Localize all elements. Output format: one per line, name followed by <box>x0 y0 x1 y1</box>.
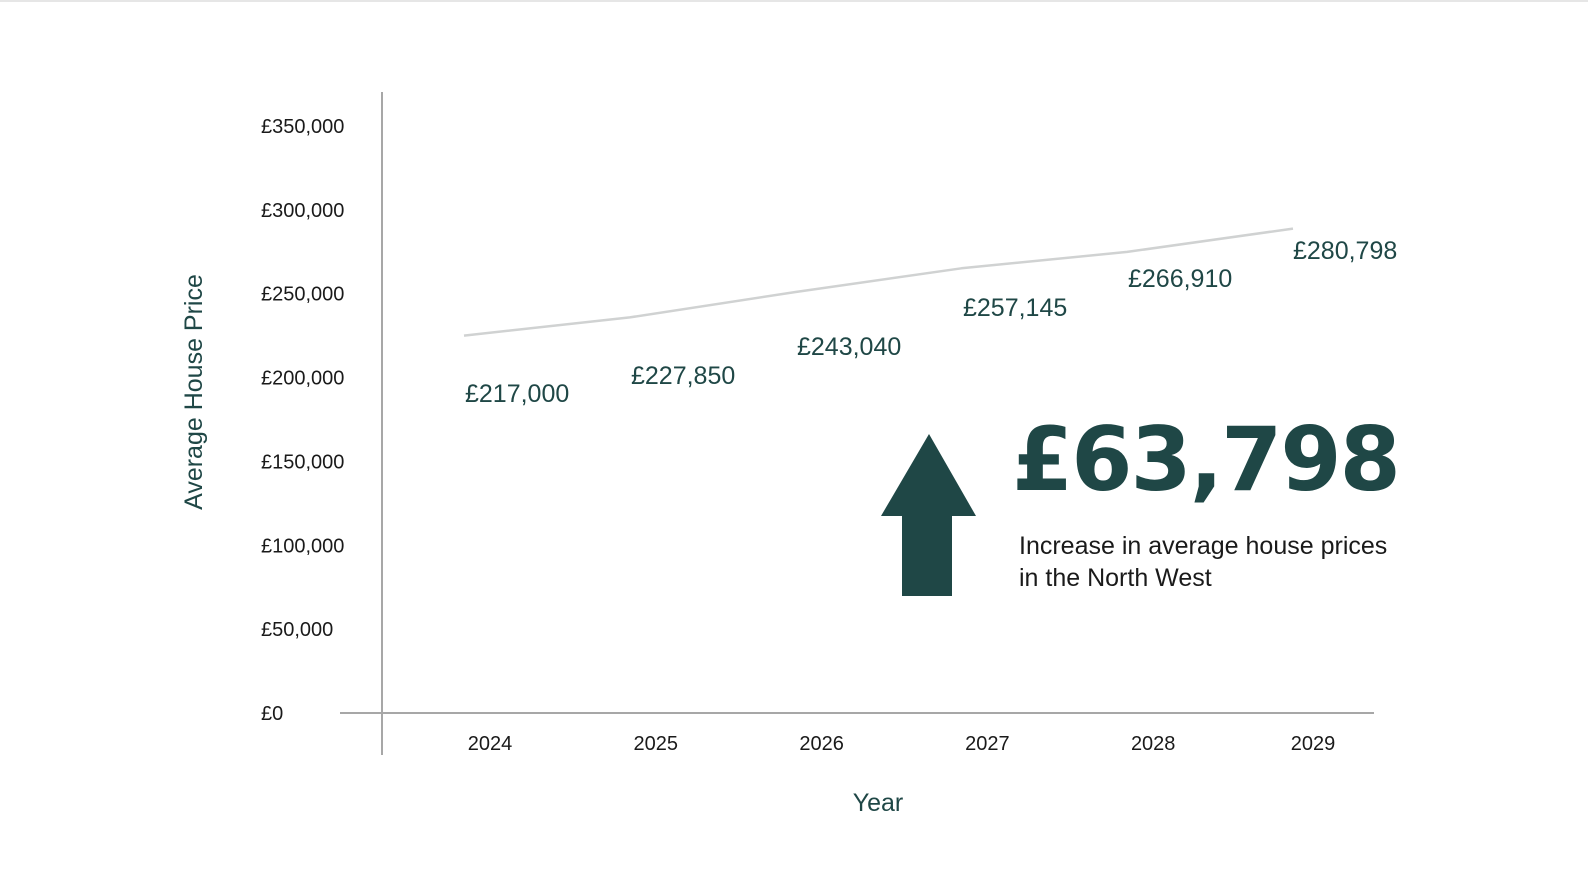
y-tick-label: £100,000 <box>261 535 344 557</box>
price-increase-description: Increase in average house prices in the … <box>1019 532 1388 592</box>
x-axis-title: Year <box>853 789 904 817</box>
data-label: £227,850 <box>631 362 735 390</box>
price-increase-value: £63,798 <box>1012 408 1401 511</box>
data-label: £266,910 <box>1128 265 1232 293</box>
y-tick-label: £150,000 <box>261 451 344 473</box>
x-axis-ticks: 2024 2025 2026 2027 2028 2029 <box>468 733 1336 755</box>
x-tick-label: 2029 <box>1291 733 1336 755</box>
data-label: £257,145 <box>963 294 1067 322</box>
y-tick-label: £200,000 <box>261 368 344 390</box>
x-tick-label: 2026 <box>799 733 844 755</box>
top-rule <box>0 0 1588 2</box>
x-tick-label: 2024 <box>468 733 513 755</box>
y-tick-label: £300,000 <box>261 200 344 222</box>
x-tick-label: 2027 <box>965 733 1010 755</box>
y-axis-title: Average House Price <box>180 274 208 510</box>
up-arrow-icon <box>881 434 976 596</box>
series-line <box>463 227 1294 337</box>
y-tick-label: £250,000 <box>261 284 344 306</box>
data-label: £243,040 <box>797 333 901 361</box>
y-tick-label: £0 <box>261 703 283 725</box>
x-tick-label: 2028 <box>1131 733 1176 755</box>
y-tick-label: £50,000 <box>261 619 333 641</box>
data-label: £217,000 <box>465 380 569 408</box>
data-labels: £217,000 £227,850 £243,040 £257,145 £266,910… <box>465 237 1397 408</box>
y-tick-label: £350,000 <box>261 116 344 138</box>
y-axis-ticks: £0 £50,000 £100,000 £150,000 £200,000 £250,00… <box>261 116 344 725</box>
x-tick-label: 2025 <box>634 733 679 755</box>
data-label: £280,798 <box>1293 237 1397 265</box>
